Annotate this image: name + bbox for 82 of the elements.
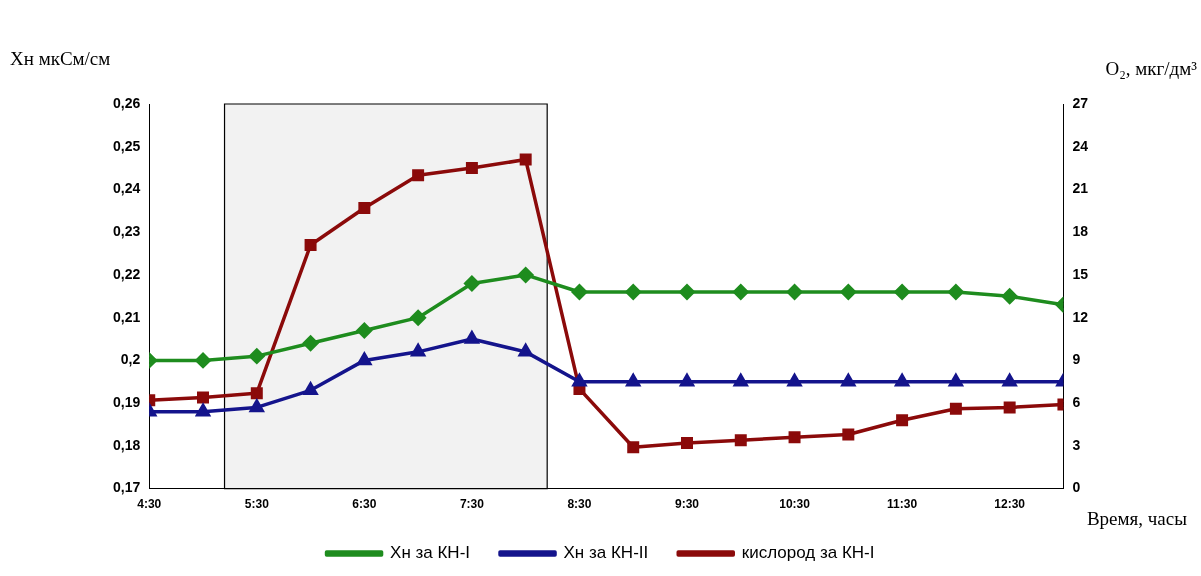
point [733,284,749,300]
y-tick-label: 0,2 [120,351,141,368]
y2-tick-label: 3 [1072,436,1081,453]
point [249,399,264,413]
y-tick-label: 0,17 [113,479,141,496]
y-tick-label: 0,22 [113,265,141,282]
point [841,374,856,387]
y-tick-label: 0,18 [113,436,141,453]
point [1001,288,1018,305]
point [250,387,263,400]
point [626,374,641,387]
point [733,374,748,387]
point [571,284,588,300]
point [410,309,426,326]
point [464,275,480,292]
y-tick-label: 0,25 [113,137,141,154]
x-tick-label: 4:30 [137,497,162,512]
point [302,335,319,352]
point [464,331,479,344]
point [304,239,317,252]
y2-tick-label: 27 [1072,94,1089,111]
x-axis-title: Время, часы [1086,508,1187,530]
y-tick-label: 0,23 [113,223,141,240]
point [949,402,962,415]
y2-tick-label: 18 [1072,223,1089,240]
point [625,284,641,300]
point [786,284,803,300]
x-tick-label: 12:30 [994,497,1026,512]
y-axis-title: Хн мкСм/см [10,48,111,70]
x-tick-label: 10:30 [779,497,811,512]
x-tick-label: 11:30 [887,497,918,512]
point [1003,401,1016,414]
point [840,284,857,300]
y2-tick-label: 15 [1072,265,1089,282]
y-tick-label: 0,26 [113,94,141,111]
point [195,352,211,369]
y-tick-label: 0,24 [113,180,141,197]
x-tick-label: 8:30 [567,497,592,512]
point [249,348,265,364]
y2-axis-title: O₂, мкг/дм³ [1105,58,1197,80]
point [1002,374,1017,387]
point [518,344,533,357]
x-tick-label: 9:30 [674,497,700,512]
legend-label: кислород за КН-I [741,543,875,563]
x-tick-label: 5:30 [244,497,270,512]
x-tick-label: 6:30 [352,497,377,512]
point [681,437,693,450]
point [680,374,694,387]
y2-tick-label: 6 [1072,393,1081,410]
point [788,431,801,444]
point [734,434,747,447]
point [896,414,909,427]
point [519,153,532,166]
point [197,391,210,404]
point [948,284,964,300]
y2-tick-label: 12 [1072,308,1089,325]
point [948,374,963,387]
legend-label: Хн за КН-II [563,543,649,563]
y-tick-label: 0,19 [113,393,141,410]
point [357,352,372,366]
point [787,374,802,387]
y2-tick-label: 24 [1072,137,1089,154]
x-tick-label: 7:30 [459,497,485,512]
y2-tick-label: 21 [1072,180,1089,197]
point [412,169,425,182]
point [894,284,910,300]
point [842,428,855,441]
point [895,374,910,387]
point [679,284,695,300]
point [627,441,640,454]
point [465,162,478,175]
y-tick-label: 0,21 [113,308,141,325]
y2-tick-label: 0 [1072,479,1081,496]
point [517,267,534,283]
point [358,201,371,214]
point [411,344,426,357]
legend-label: Хн за КН-I [390,543,471,563]
point [572,374,587,387]
point [302,380,319,396]
point [196,403,210,417]
point [356,322,373,339]
y2-tick-label: 9 [1072,351,1081,368]
